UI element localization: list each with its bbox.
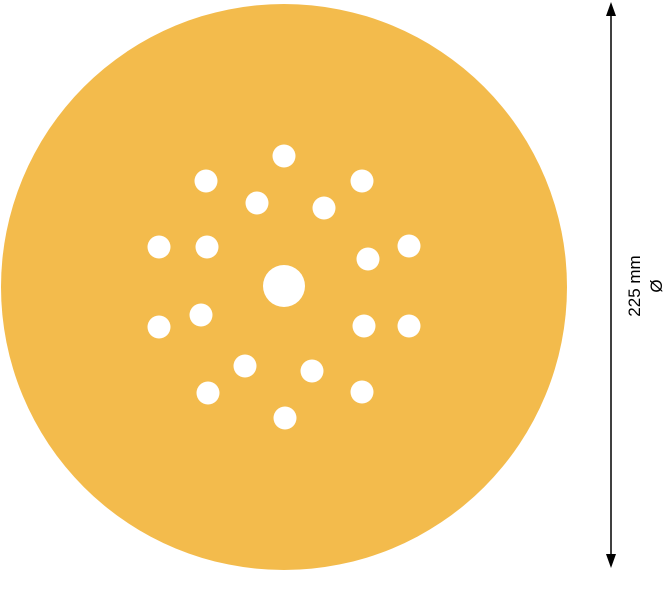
arrow-up-icon (606, 2, 616, 16)
arrow-down-icon (606, 554, 616, 568)
dimension-line (606, 2, 616, 568)
diameter-symbol: Ø (647, 279, 666, 292)
dimension-value: 225 mm (625, 255, 644, 316)
sanding-disc (1, 4, 567, 570)
